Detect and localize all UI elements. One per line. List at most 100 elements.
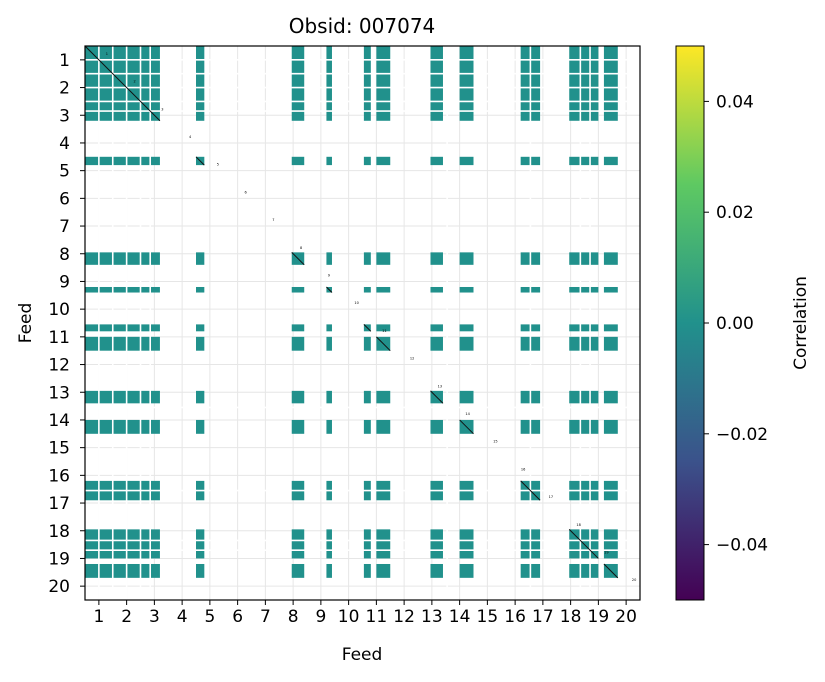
heatmap-cell [376,46,391,121]
heatmap-cell [363,156,371,166]
chart-title: Obsid: 007074 [289,14,436,38]
feed-marker-label: 19 [604,550,608,554]
heatmap-cell [603,46,618,121]
y-tick-label: 14 [48,411,70,431]
feed-marker-label: 15 [493,440,497,444]
heatmap-cell [326,324,332,332]
x-tick-label: 6 [232,607,243,627]
y-tick-label: 8 [59,245,70,265]
x-tick-label: 12 [393,607,415,627]
feed-marker-label: 3 [161,107,163,111]
feed-marker-label: 16 [521,467,525,471]
heatmap-cell [569,563,599,578]
heatmap-cell [430,419,443,434]
feed-marker-label: 1 [106,52,108,56]
x-tick-label: 11 [366,607,388,627]
y-tick-label: 15 [48,439,70,459]
heatmap-cell [291,390,305,404]
x-tick-label: 20 [615,607,637,627]
y-tick-label: 11 [48,328,70,348]
y-tick-label: 20 [48,577,70,597]
heatmap-cell [291,419,305,434]
heatmap-cell [603,336,618,351]
heatmap-cell [196,336,205,351]
heatmap-cell [459,286,474,293]
diagonal-segment [195,156,205,166]
heatmap-cell [291,529,305,559]
heatmap-cell [196,419,205,434]
heatmap-cell [569,252,599,265]
heatmap-cell [363,529,371,559]
x-tick-label: 7 [260,607,271,627]
heatmap-cell [569,324,599,332]
diagonal-segment [520,480,541,501]
heatmap-cell [85,390,160,404]
colorbar-tick-label: −0.04 [716,536,768,556]
heatmap-cell [291,324,305,332]
heatmap-cell [196,46,205,121]
diagonal-segment [376,336,391,352]
heatmap-cell [430,324,443,332]
heatmap-cell [459,529,474,559]
x-axis-ticks: 1 2 3 4 5 6 7 8 9 10 11 12 13 14 15 16 17 18 19 20 [93,600,637,627]
x-tick-label: 19 [588,607,610,627]
heatmap-cell [603,419,618,434]
heatmap-cell [85,252,160,265]
heatmap-cell [459,46,474,121]
heatmap-cell [430,252,443,265]
plot-frame [84,45,641,601]
heatmap-cell [85,286,160,293]
y-tick-label: 12 [48,356,70,376]
y-tick-label: 16 [48,466,70,486]
x-tick-label: 1 [93,607,104,627]
heatmap-cell [291,336,305,351]
y-tick-label: 13 [48,383,70,403]
diagonal-segment [459,419,474,435]
colorbar-tick-label: 0.04 [716,92,754,112]
heatmap-cell [85,419,160,434]
feed-marker-label: 9 [328,273,330,277]
x-tick-label: 14 [449,607,471,627]
heatmap-cell [603,324,618,332]
x-tick-label: 2 [121,607,132,627]
heatmap-cell [603,529,618,559]
feed-marker-label: 13 [438,384,442,388]
y-tick-label: 3 [59,106,70,126]
heatmap-cell [363,419,371,434]
heatmap-cell [603,286,618,293]
heatmap-cell [430,286,443,293]
heatmap-cell [569,46,599,121]
y-tick-label: 5 [59,162,70,182]
feed-marker-label: 4 [189,135,192,139]
x-tick-label: 16 [504,607,526,627]
feed-marker-label: 7 [272,218,274,222]
feed-marker-label: 8 [300,246,302,250]
heatmap-cell [459,156,474,166]
heatmap-cell [603,390,618,404]
heatmap-cell [291,156,305,166]
colorbar-tick-label: 0.00 [716,314,754,334]
x-tick-label: 15 [477,607,499,627]
colorbar [675,45,705,601]
feed-marker-label: 20 [632,578,636,582]
heatmap-cell [196,390,205,404]
feed-marker-label: 17 [549,495,553,499]
heatmap-cell [430,156,443,166]
heatmap-cell [363,390,371,404]
heatmap-cell [326,390,332,404]
diagonal-segments [85,46,619,579]
feed-marker-label: 18 [576,523,580,527]
heatmap-cell [363,46,371,121]
heatmap-cell [196,286,205,293]
heatmap-cell [376,324,391,332]
diagonal-segment [430,390,444,404]
heatmap-cell [376,156,391,166]
feed-marker-label: 5 [217,163,219,167]
x-axis-label: Feed [342,645,383,665]
heatmap-cell [363,563,371,578]
heatmap-cell [326,419,332,434]
heatmap-cell [196,324,205,332]
y-tick-label: 4 [59,134,70,154]
